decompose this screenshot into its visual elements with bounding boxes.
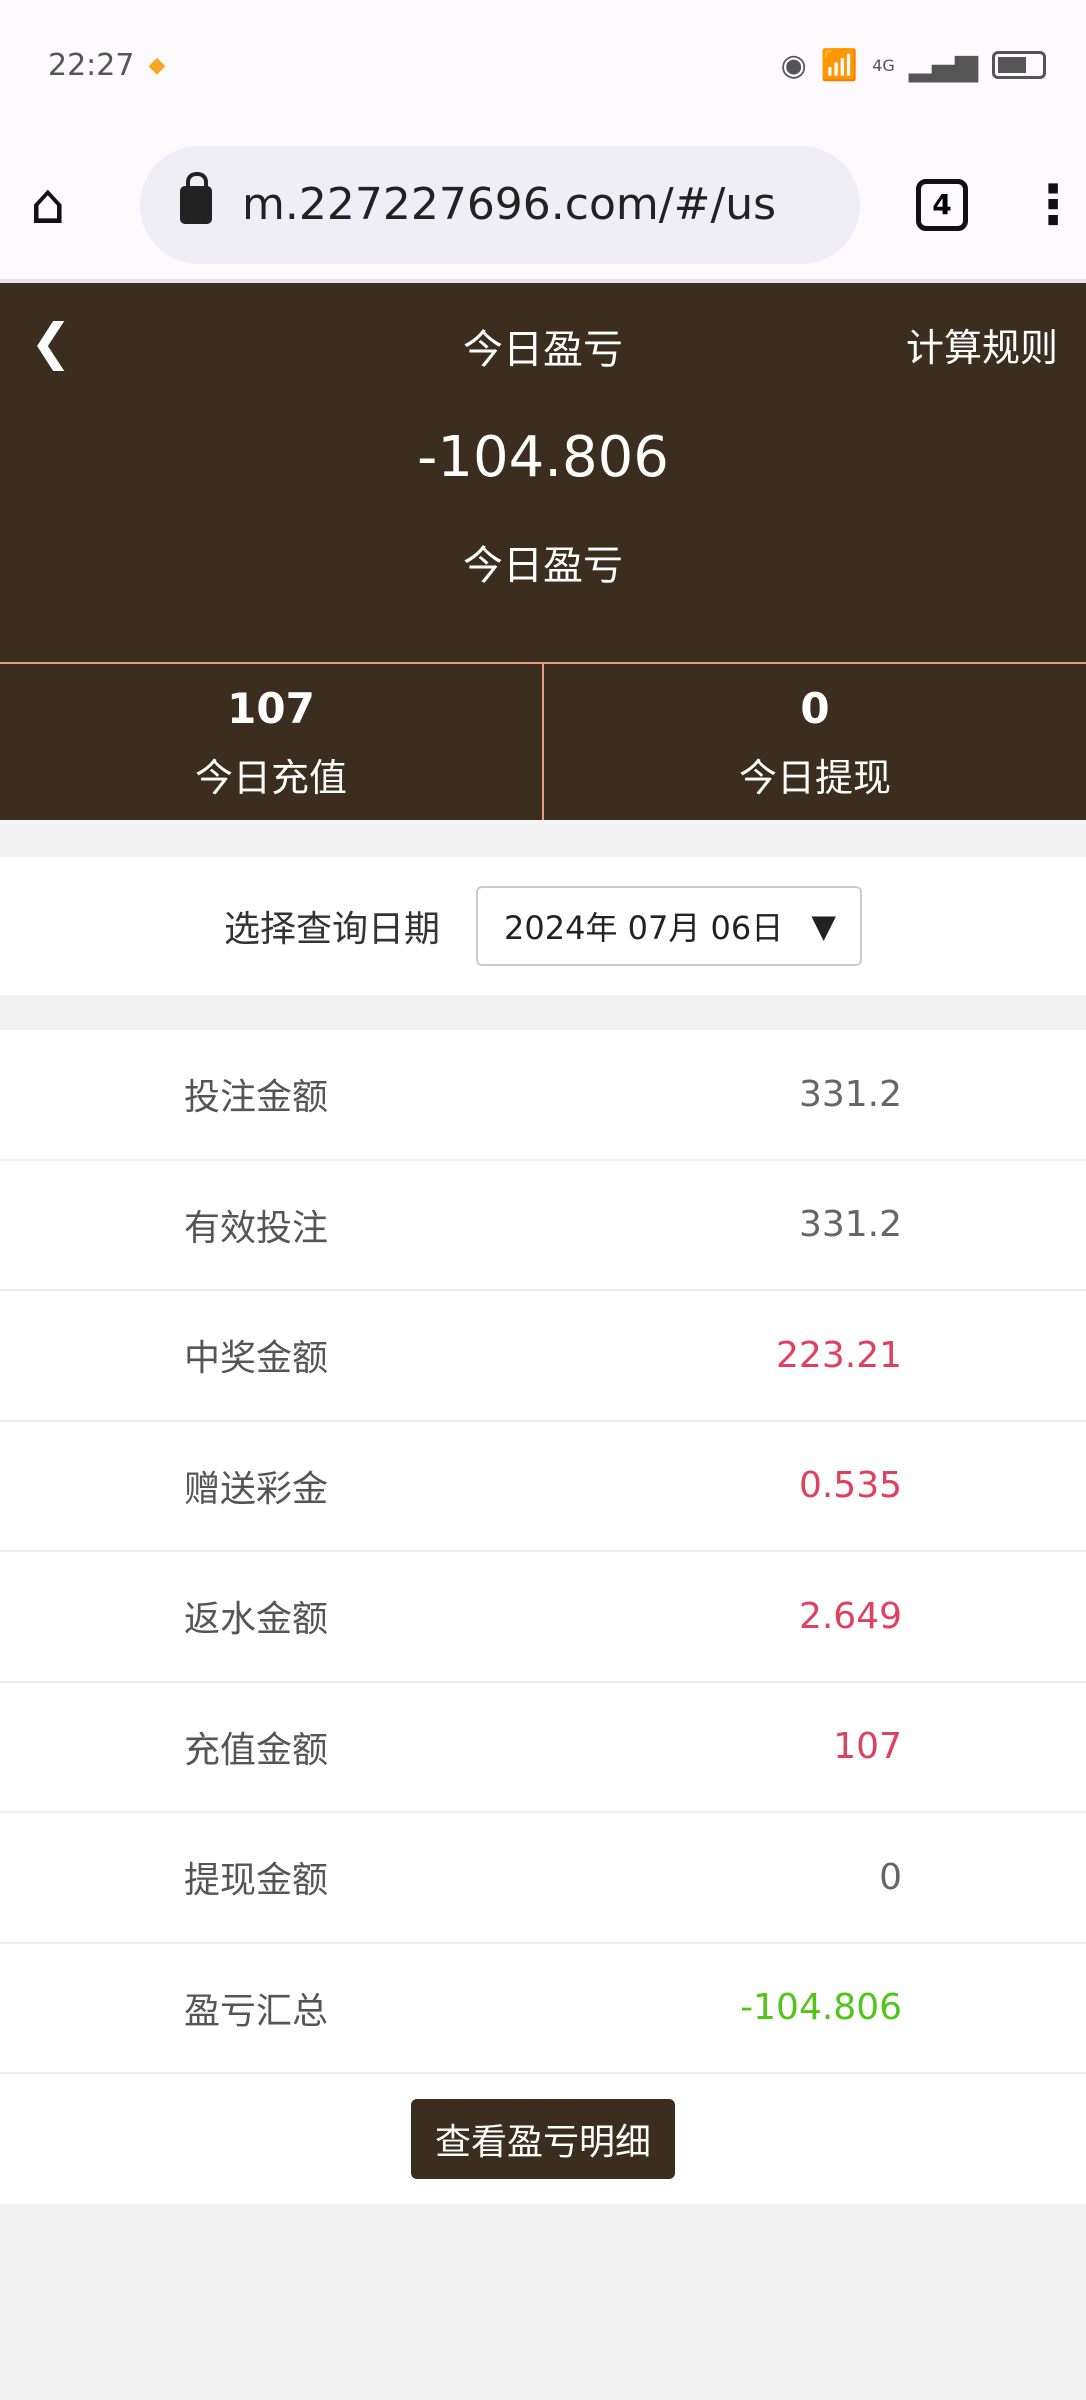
stat-value: 107: [227, 684, 315, 733]
date-filter-label: 选择查询日期: [223, 909, 440, 950]
stat-withdraw: 0 今日提现: [542, 664, 1086, 820]
today-profit-amount: -104.806: [417, 425, 669, 490]
rules-link[interactable]: 计算规则: [905, 326, 1058, 370]
list-item: 赠送彩金 0.535: [0, 1422, 1086, 1552]
item-value: 2.649: [798, 1595, 902, 1637]
home-icon[interactable]: ⌂: [30, 172, 66, 237]
item-label: 中奖金额: [184, 1338, 329, 1380]
wifi-icon: 📶: [820, 47, 859, 83]
app-notification-icon: ◆: [148, 52, 166, 78]
more-menu-icon[interactable]: ⋮: [1026, 172, 1080, 236]
stat-label: 今日提现: [738, 756, 891, 800]
item-label: 赠送彩金: [184, 1468, 329, 1510]
lock-icon: [180, 171, 212, 224]
url-text: m.227227696.com/#/us: [242, 179, 777, 230]
back-icon[interactable]: ❮: [30, 313, 72, 371]
tab-switcher-button[interactable]: 4: [916, 178, 968, 231]
list-item: 盈亏汇总 -104.806: [0, 1944, 1086, 2074]
item-label: 返水金额: [184, 1599, 329, 1641]
caret-down-icon: ▼: [811, 907, 836, 945]
detail-button-row: 查看盈亏明细: [0, 2074, 1086, 2204]
item-value: 0: [879, 1856, 902, 1898]
view-detail-button[interactable]: 查看盈亏明细: [410, 2099, 675, 2179]
address-bar[interactable]: m.227227696.com/#/us: [140, 145, 860, 264]
item-value: -104.806: [740, 1987, 902, 2029]
list-item: 返水金额 2.649: [0, 1552, 1086, 1683]
date-select[interactable]: 2024年 07月 06日 ▼: [476, 886, 862, 966]
eye-icon: ◉: [780, 47, 807, 83]
profit-header: ❮ 今日盈亏 计算规则 -104.806 今日盈亏: [0, 283, 1086, 662]
signal-icon: ▂▄▆: [908, 47, 978, 83]
list-item: 提现金额 0: [0, 1813, 1086, 1944]
battery-icon: [992, 51, 1046, 79]
list-item: 投注金额 331.2: [0, 1030, 1086, 1161]
status-bar: 22:27 ◆ ◉ 📶 4G ▂▄▆: [0, 0, 1086, 130]
date-filter: 选择查询日期 2024年 07月 06日 ▼: [0, 857, 1086, 995]
item-value: 331.2: [798, 1204, 902, 1246]
item-label: 提现金额: [184, 1860, 329, 1902]
summary-list: 投注金额 331.2 有效投注 331.2 中奖金额 223.21 赠送彩金 0.535 返水金…: [0, 1030, 1086, 2074]
page-title: 今日盈亏: [463, 327, 623, 373]
network-type: 4G: [872, 55, 895, 75]
item-label: 有效投注: [184, 1207, 329, 1249]
item-value: 331.2: [798, 1073, 902, 1115]
item-value: 223.21: [776, 1334, 902, 1376]
status-time: 22:27: [48, 47, 135, 83]
list-item: 中奖金额 223.21: [0, 1291, 1086, 1422]
item-value: 107: [833, 1726, 902, 1768]
date-value: 2024年 07月 06日: [504, 909, 784, 947]
item-label: 充值金额: [184, 1729, 329, 1771]
stat-label: 今日充值: [194, 756, 347, 800]
stats-bar: 107 今日充值 0 今日提现: [0, 662, 1086, 820]
item-label: 盈亏汇总: [184, 1990, 329, 2032]
stat-value: 0: [800, 684, 830, 733]
list-item: 充值金额 107: [0, 1683, 1086, 1813]
today-profit-label: 今日盈亏: [463, 543, 623, 589]
item-value: 0.535: [798, 1465, 902, 1507]
list-item: 有效投注 331.2: [0, 1161, 1086, 1291]
stat-deposit: 107 今日充值: [0, 664, 542, 820]
item-label: 投注金额: [184, 1077, 329, 1119]
browser-toolbar: ⌂ m.227227696.com/#/us 4 ⋮: [0, 130, 1086, 283]
